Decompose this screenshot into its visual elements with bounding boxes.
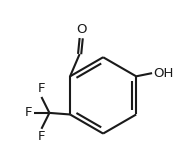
Text: F: F [38,82,45,95]
Text: F: F [38,130,45,143]
Text: F: F [25,106,33,119]
Text: O: O [76,23,86,36]
Text: OH: OH [153,67,173,80]
